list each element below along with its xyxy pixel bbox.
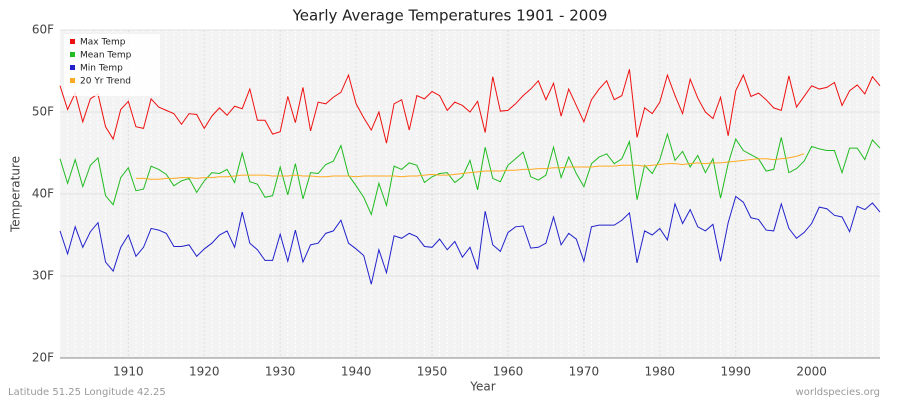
legend-label: Max Temp [80, 38, 126, 48]
y-tick-label: 40F [32, 187, 54, 201]
footer-right: worldspecies.org [796, 387, 880, 398]
x-axis-label: Year [469, 380, 495, 394]
series-line [59, 69, 881, 144]
y-tick-label: 50F [32, 105, 54, 119]
y-tick-label: 60F [32, 23, 54, 37]
x-tick-label: 1970 [569, 365, 600, 379]
legend-label: 20 Yr Trend [80, 77, 131, 87]
legend-label: Mean Temp [80, 51, 132, 61]
legend-swatch [70, 78, 75, 83]
legend-label: Min Temp [80, 64, 123, 74]
legend-swatch [70, 52, 75, 57]
x-tick-label: 1940 [341, 365, 372, 379]
y-tick-label: 20F [32, 351, 54, 365]
series-line [59, 132, 881, 217]
x-tick-label: 1920 [189, 365, 220, 379]
legend-box [64, 34, 160, 96]
x-tick-label: 1950 [417, 365, 448, 379]
x-tick-label: 1980 [645, 365, 676, 379]
series-line [135, 153, 805, 180]
x-tick-label: 1960 [493, 365, 524, 379]
series-line [59, 195, 881, 285]
x-tick-label: 1910 [113, 365, 144, 379]
footer-left: Latitude 51.25 Longitude 42.25 [8, 387, 166, 398]
x-tick-label: 2000 [796, 365, 827, 379]
y-tick-label: 30F [32, 269, 54, 283]
legend-swatch [70, 65, 75, 70]
y-axis-label: Temperature [9, 156, 23, 233]
legend-swatch [70, 39, 75, 44]
x-tick-label: 1930 [265, 365, 296, 379]
x-tick-label: 1990 [720, 365, 751, 379]
chart-title: Yearly Average Temperatures 1901 - 2009 [292, 7, 608, 25]
